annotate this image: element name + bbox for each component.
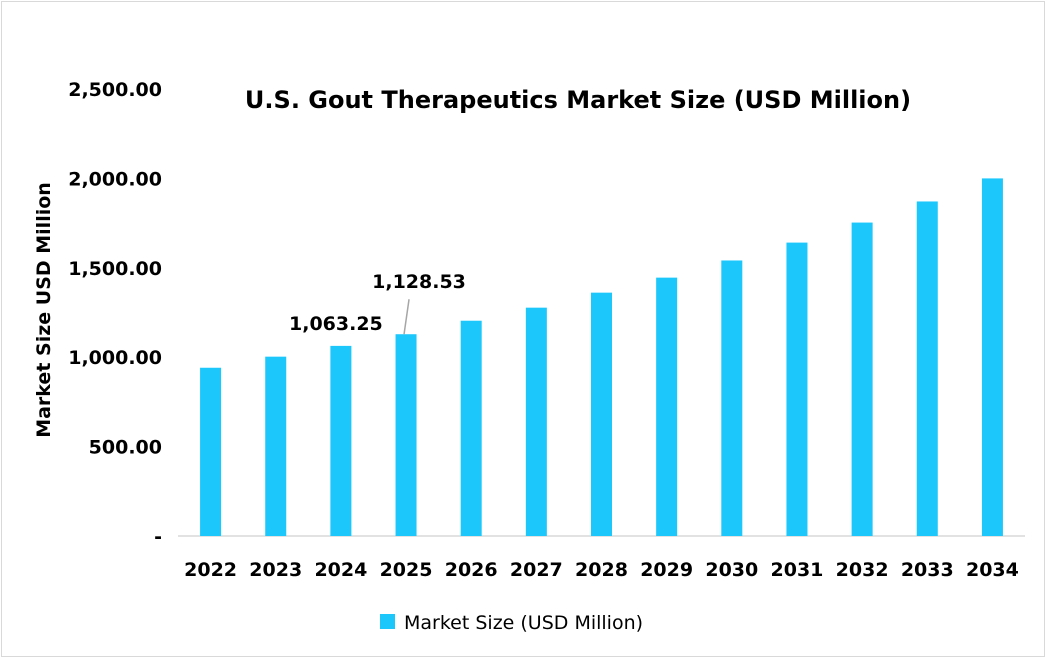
legend-swatch [380, 614, 395, 629]
x-tick-label: 2034 [966, 559, 1019, 581]
x-tick-label: 2032 [836, 559, 889, 581]
y-axis-label: Market Size USD Million [33, 182, 55, 438]
data-label-2025: 1,128.53 [372, 271, 466, 293]
bar-2024 [330, 345, 352, 536]
y-tick-label: - [154, 526, 162, 548]
bar-2031 [786, 242, 808, 536]
y-tick-label: 2,500.00 [68, 79, 162, 101]
bar-2026 [460, 320, 482, 536]
x-tick-label: 2026 [445, 559, 498, 581]
bar-2033 [916, 201, 938, 536]
bar-2030 [721, 260, 743, 536]
bar-2027 [525, 307, 547, 536]
x-tick-label: 2028 [575, 559, 628, 581]
x-tick-label: 2022 [184, 559, 237, 581]
x-tick-label: 2031 [771, 559, 824, 581]
bar-2032 [851, 222, 873, 536]
leader-line [403, 299, 410, 335]
bar-2028 [591, 292, 612, 536]
bar-2025 [395, 334, 417, 536]
x-tick-label: 2024 [314, 559, 367, 581]
data-label-2024: 1,063.25 [289, 313, 383, 335]
legend: Market Size (USD Million) [380, 612, 643, 634]
y-tick-label: 500.00 [89, 437, 162, 459]
y-tick-label: 1,000.00 [68, 347, 162, 369]
x-tick-label: 2023 [249, 559, 302, 581]
bar-2022 [200, 367, 222, 536]
legend-label: Market Size (USD Million) [404, 612, 643, 634]
bar-2029 [656, 277, 678, 536]
x-tick-label: 2029 [640, 559, 693, 581]
bar-2023 [265, 356, 287, 536]
y-tick-label: 1,500.00 [68, 258, 162, 280]
x-tick-label: 2033 [901, 559, 954, 581]
bar-2034 [981, 178, 1003, 536]
x-tick-label: 2025 [380, 559, 433, 581]
x-tick-label: 2027 [510, 559, 563, 581]
chart-title: U.S. Gout Therapeutics Market Size (USD … [245, 86, 911, 114]
x-tick-label: 2030 [705, 559, 758, 581]
y-tick-label: 2,000.00 [68, 168, 162, 190]
